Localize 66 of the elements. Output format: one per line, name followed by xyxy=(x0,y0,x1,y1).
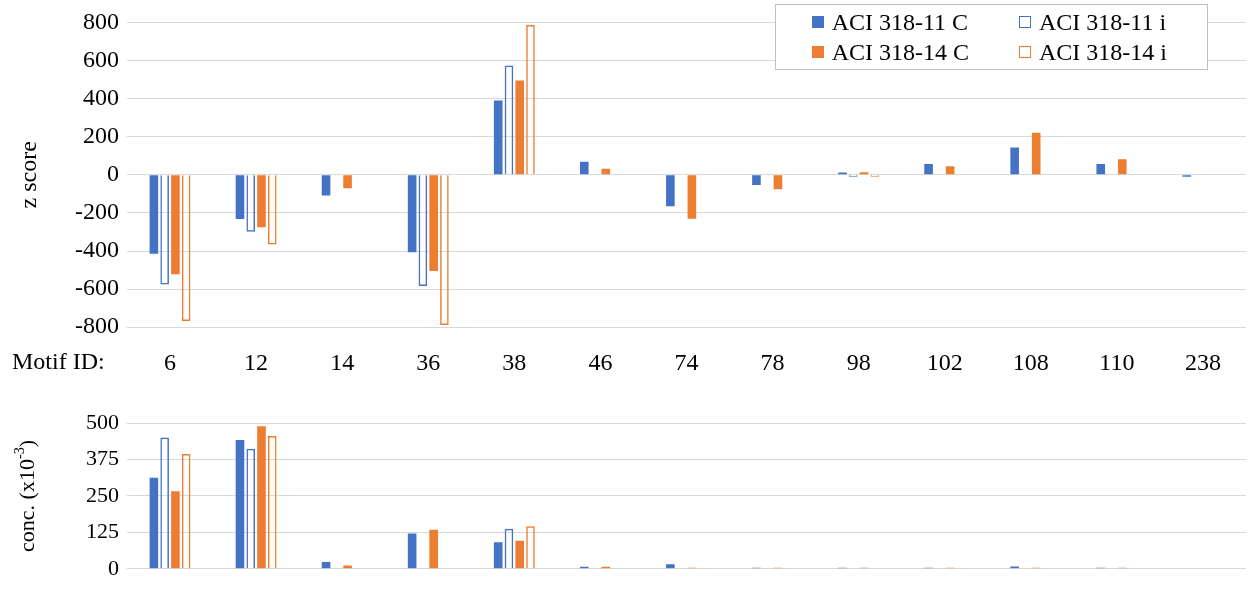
y-tick-label: 400 xyxy=(83,83,119,110)
bar xyxy=(171,175,180,275)
x-tick-label: 98 xyxy=(846,348,871,375)
legend-label: ACI 318-14 i xyxy=(1039,38,1167,66)
bar xyxy=(924,163,933,175)
bar xyxy=(149,175,159,254)
x-tick-label: 12 xyxy=(244,348,269,375)
bar xyxy=(257,175,266,228)
bar xyxy=(1010,147,1019,175)
x-tick-label: 36 xyxy=(416,348,441,375)
bar xyxy=(493,100,503,175)
bar xyxy=(1031,132,1041,175)
legend-label: ACI 318-14 C xyxy=(831,38,969,66)
bar xyxy=(579,161,589,175)
x-tick-label: 46 xyxy=(588,348,613,375)
bar xyxy=(149,477,159,569)
x-tick-label: 110 xyxy=(1099,348,1135,375)
bar xyxy=(321,175,331,196)
bar xyxy=(515,80,525,175)
legend-label: ACI 318-11 i xyxy=(1039,8,1167,36)
x-tick-label: 38 xyxy=(502,348,527,375)
x-tick-label: 238 xyxy=(1184,348,1221,375)
y-tick-label: -600 xyxy=(75,274,119,301)
y-tick-label: 600 xyxy=(83,45,119,72)
x-tick-label: 78 xyxy=(760,348,785,375)
x-axis-title: Motif ID: xyxy=(12,348,105,375)
x-tick-label: 6 xyxy=(164,348,177,375)
bar xyxy=(407,533,417,569)
bar xyxy=(407,175,417,253)
x-tick-label: 102 xyxy=(926,348,963,375)
bar xyxy=(1096,163,1106,175)
bar xyxy=(1117,159,1127,175)
y-tick-label: 125 xyxy=(86,518,119,544)
bar xyxy=(666,175,675,207)
y-tick-label: 800 xyxy=(83,7,119,34)
bar xyxy=(343,175,352,189)
bar xyxy=(257,426,266,569)
y-axis-title: conc. (x10-3) xyxy=(11,439,39,552)
bar xyxy=(429,529,438,569)
y-tick-label: 0 xyxy=(108,554,119,580)
bar xyxy=(515,540,525,569)
y-tick-label: -400 xyxy=(75,236,119,263)
bar xyxy=(666,564,675,569)
y-tick-label: 250 xyxy=(86,481,119,507)
y-tick-label: -800 xyxy=(75,312,119,339)
y-tick-label: 375 xyxy=(86,445,119,471)
y-tick-label: 500 xyxy=(86,408,119,434)
bar xyxy=(687,175,697,219)
legend-label: ACI 318-11 C xyxy=(831,8,969,36)
bar xyxy=(493,542,503,569)
y-axis-title: z score xyxy=(15,141,42,209)
x-tick-label: 14 xyxy=(330,348,355,375)
y-tick-label: 200 xyxy=(83,122,119,148)
bar xyxy=(171,491,180,569)
x-tick-label: 108 xyxy=(1012,348,1049,375)
bar xyxy=(773,175,783,190)
bar xyxy=(235,175,245,219)
bar xyxy=(601,168,611,175)
bar xyxy=(752,175,761,185)
bar xyxy=(235,439,245,569)
x-tick-label: 74 xyxy=(674,348,699,375)
bar xyxy=(945,166,955,175)
y-tick-label: -200 xyxy=(75,198,119,225)
bar xyxy=(321,562,331,569)
y-tick-label: 0 xyxy=(107,160,119,187)
bar xyxy=(429,175,438,271)
